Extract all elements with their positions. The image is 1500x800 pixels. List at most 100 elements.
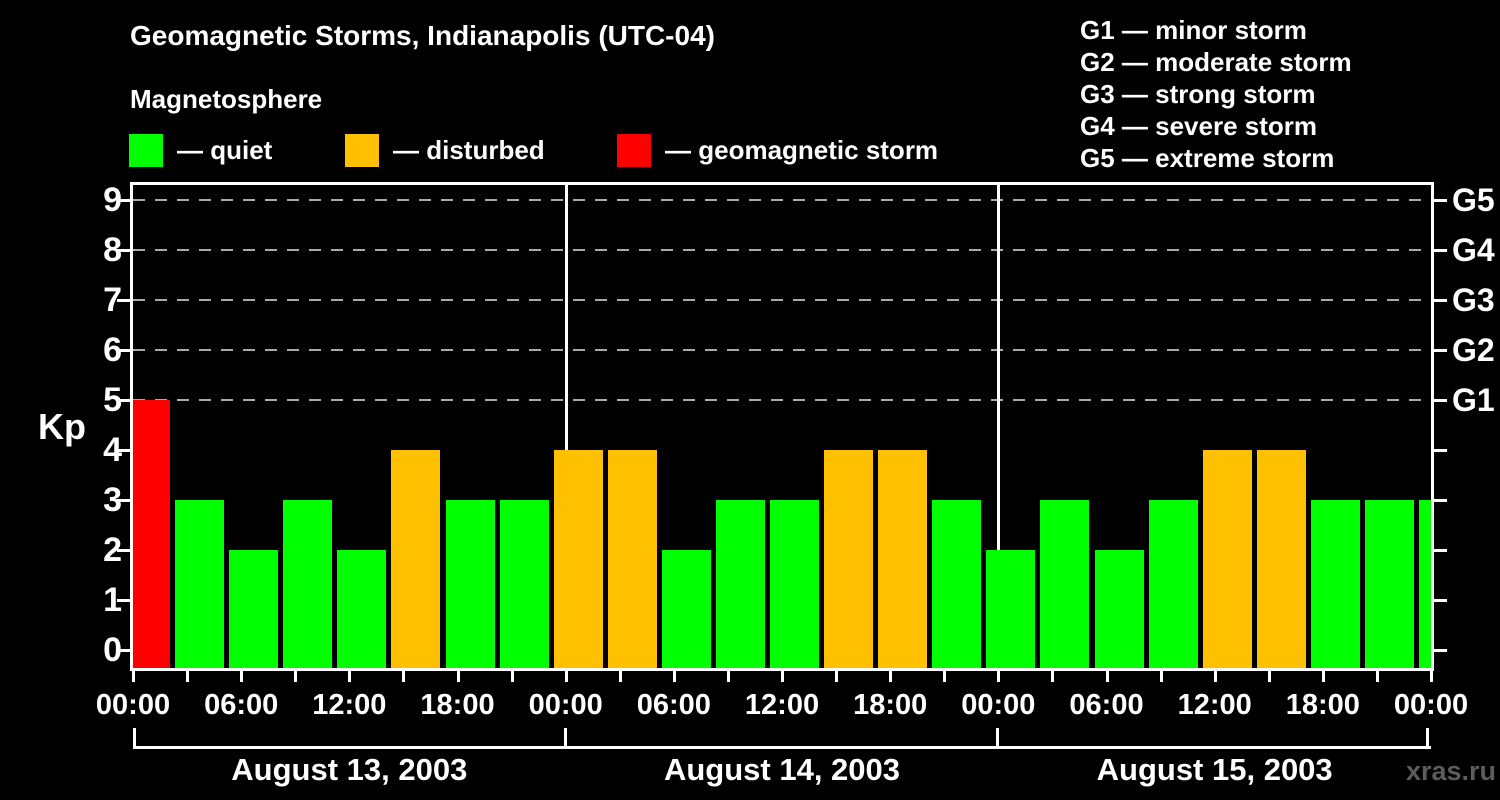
g-scale-legend-line: G3 — strong storm xyxy=(1080,79,1316,109)
kp-bar-23 xyxy=(1364,500,1414,668)
kp-bar-1 xyxy=(175,500,225,668)
x-axis-tick xyxy=(186,671,190,682)
x-axis-tick xyxy=(1159,671,1163,682)
plot-frame xyxy=(130,182,1434,671)
y-axis-tick-right xyxy=(1434,299,1447,302)
kp-bar-13 xyxy=(824,450,874,668)
gridline-kp8 xyxy=(133,249,1431,251)
kp-bar-18 xyxy=(1094,550,1144,668)
kp-bar-0 xyxy=(133,400,170,668)
y-axis-tick xyxy=(117,299,130,302)
x-axis-tick xyxy=(618,671,622,682)
y-tick-label: 0 xyxy=(103,631,122,669)
x-axis-tick xyxy=(294,671,298,682)
legend-label-disturbed: — disturbed xyxy=(393,134,545,165)
chart-title: Geomagnetic Storms, Indianapolis (UTC-04… xyxy=(130,20,715,51)
kp-bar-12 xyxy=(770,500,819,668)
g-scale-legend-line: G1 — minor storm xyxy=(1080,15,1307,45)
y-axis-title: Kp xyxy=(38,406,86,447)
y-axis-tick-right xyxy=(1434,599,1447,602)
kp-bar-17 xyxy=(1040,500,1090,668)
g-level-label-G1: G1 xyxy=(1452,382,1495,418)
storm-color-swatch xyxy=(617,133,651,167)
kp-bar-9 xyxy=(607,450,657,668)
y-tick-label: 2 xyxy=(103,531,122,569)
x-axis-tick xyxy=(672,671,676,682)
x-axis-tick xyxy=(781,671,784,682)
kp-bar-16 xyxy=(986,550,1036,668)
x-axis-tick xyxy=(1375,671,1379,682)
y-tick-label: 8 xyxy=(103,231,122,269)
x-axis-tick xyxy=(943,671,947,682)
kp-bar-2 xyxy=(229,550,279,668)
kp-bar-11 xyxy=(715,500,765,668)
x-axis-tick xyxy=(726,671,730,682)
x-tick-label: 12:00 xyxy=(312,689,387,721)
y-axis-tick-right xyxy=(1434,549,1447,552)
x-tick-label: 18:00 xyxy=(853,689,928,721)
y-axis-tick xyxy=(117,449,130,452)
gridline-kp6 xyxy=(133,349,1431,351)
g-scale-legend-line: G2 — moderate storm xyxy=(1080,47,1352,77)
kp-bar-3 xyxy=(283,500,333,668)
y-axis-tick xyxy=(117,599,130,602)
x-axis-tick xyxy=(1105,671,1109,682)
y-axis-tick xyxy=(117,499,130,502)
x-tick-label: 00:00 xyxy=(961,689,1036,721)
legend-item-quiet: — quiet xyxy=(129,133,272,167)
g-scale-legend: G1 — minor storm G2 — moderate storm G3 … xyxy=(1080,14,1352,174)
y-tick-label: 9 xyxy=(103,181,122,219)
kp-bar-8 xyxy=(553,450,603,668)
x-axis-tick xyxy=(1430,671,1433,682)
date-label: August 14, 2003 xyxy=(663,752,901,787)
x-tick-label: 06:00 xyxy=(204,689,279,721)
quiet-color-swatch xyxy=(129,133,163,167)
y-axis-tick xyxy=(117,549,130,552)
kp-bar-4 xyxy=(337,550,387,668)
x-tick-label: 12:00 xyxy=(744,689,820,721)
x-axis-tick xyxy=(456,671,460,682)
disturbed-color-swatch xyxy=(345,133,379,167)
y-tick-label: 3 xyxy=(103,481,122,519)
kp-bar-24 xyxy=(1419,500,1431,668)
x-axis-tick xyxy=(1267,671,1271,682)
x-axis-tick xyxy=(889,671,893,682)
kp-bar-19 xyxy=(1148,500,1198,668)
chart-subtitle: Magnetosphere xyxy=(130,84,323,114)
y-axis-tick xyxy=(117,349,130,352)
legend-item-disturbed: — disturbed xyxy=(345,133,545,167)
kp-bar-6 xyxy=(445,500,495,668)
y-axis-tick-right xyxy=(1434,349,1447,352)
y-axis-tick-right xyxy=(1434,449,1447,452)
legend-item-storm: — geomagnetic storm xyxy=(617,133,938,167)
kp-bar-10 xyxy=(661,550,711,668)
gridline-kp7 xyxy=(133,299,1431,301)
y-tick-label: 1 xyxy=(103,581,122,619)
date-label: August 13, 2003 xyxy=(231,752,468,787)
gridline-kp9 xyxy=(133,199,1431,201)
y-axis-tick-right xyxy=(1434,499,1447,502)
x-axis-tick xyxy=(997,671,1001,682)
y-axis-tick-right xyxy=(1434,649,1447,652)
g-level-label-G2: G2 xyxy=(1452,332,1495,368)
x-axis-tick xyxy=(132,671,135,682)
kp-bar-22 xyxy=(1310,500,1360,668)
x-axis-tick xyxy=(402,671,406,682)
y-axis-tick-right xyxy=(1434,249,1447,252)
x-tick-label: 18:00 xyxy=(420,689,495,721)
x-axis-tick xyxy=(510,671,514,682)
x-axis-tick xyxy=(564,671,568,682)
x-tick-label: 18:00 xyxy=(1285,689,1360,721)
x-axis-tick xyxy=(348,671,352,682)
x-tick-label: 06:00 xyxy=(1069,689,1144,721)
day-divider-line xyxy=(997,185,1001,668)
y-axis-tick-right xyxy=(1434,399,1447,402)
kp-bar-5 xyxy=(391,450,441,668)
g-level-label-G5: G5 xyxy=(1452,182,1495,218)
y-axis-tick xyxy=(117,199,130,202)
y-tick-label: 7 xyxy=(103,281,122,319)
x-tick-label: 00:00 xyxy=(1393,689,1469,721)
x-tick-label: 06:00 xyxy=(636,689,711,721)
kp-bar-21 xyxy=(1256,450,1306,668)
day-bracket-line xyxy=(133,746,1431,749)
